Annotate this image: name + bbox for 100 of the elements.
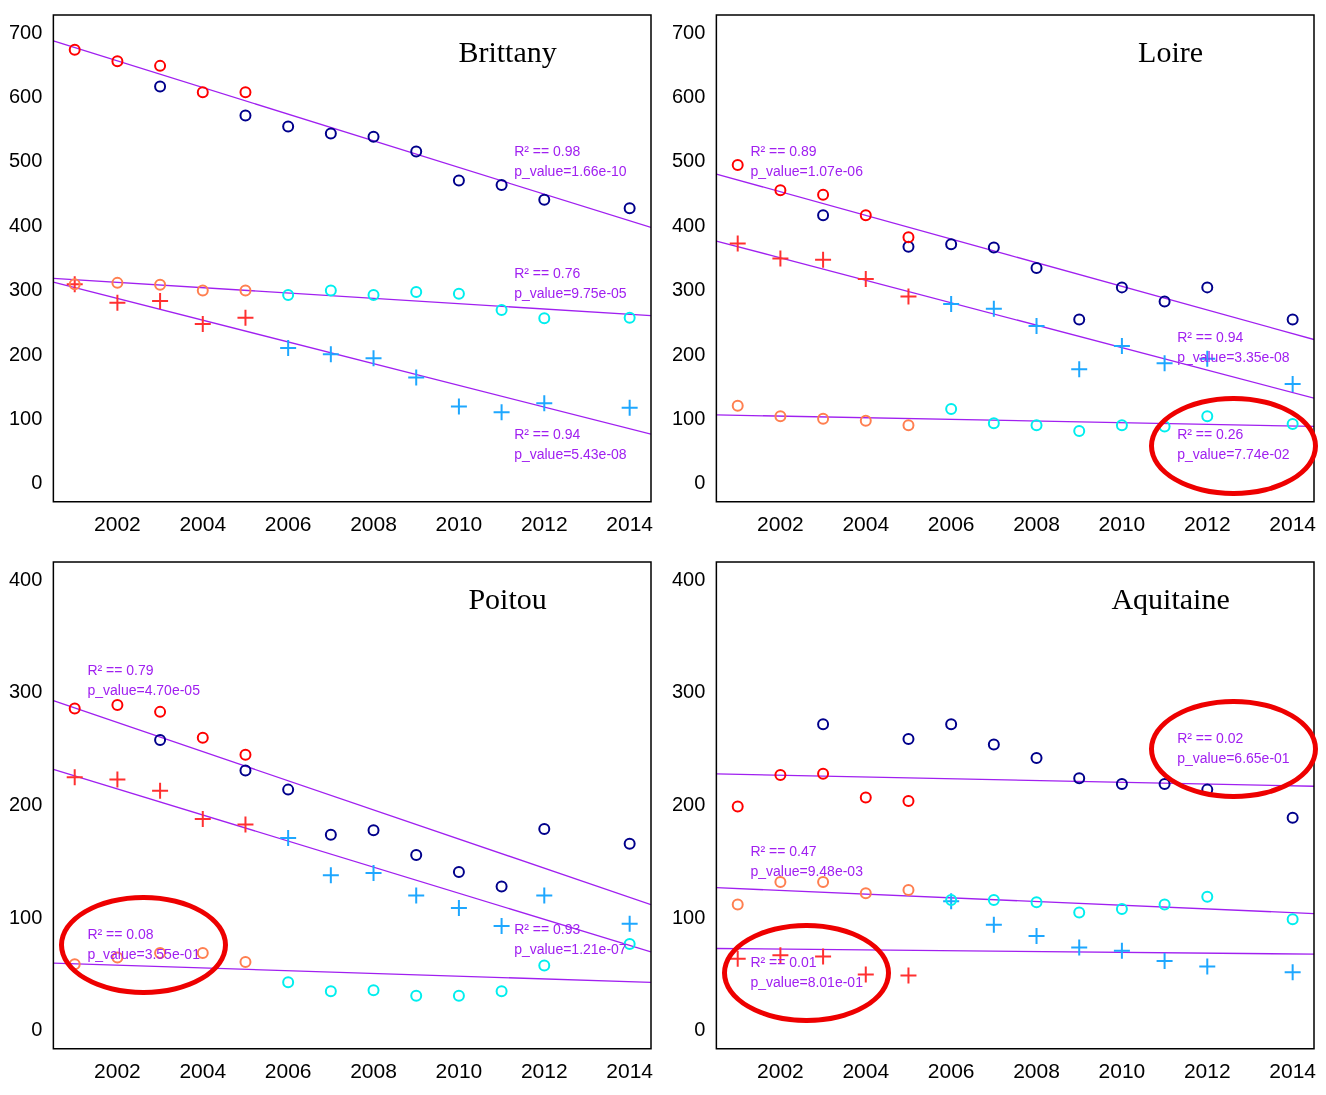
text: Aquitaine: [1111, 581, 1230, 615]
x-tick-label: 2014: [606, 512, 654, 536]
point: [538, 193, 551, 206]
point: [108, 770, 127, 789]
y-tick-label: 500: [671, 149, 706, 172]
point: [279, 829, 298, 848]
point: [814, 947, 833, 966]
point: [774, 184, 787, 197]
y-tick-label: 500: [8, 149, 43, 172]
point: [535, 394, 554, 413]
y-tick-label: 0: [694, 1018, 706, 1041]
x-tick-label: 2004: [179, 1059, 227, 1083]
point: [1155, 354, 1174, 373]
point: [1286, 313, 1299, 326]
point: [452, 989, 465, 1002]
point: [111, 276, 124, 289]
point: [68, 702, 81, 715]
point: [1115, 281, 1128, 294]
point: [239, 764, 252, 777]
point: [282, 289, 295, 302]
y-tick-label: 0: [31, 471, 43, 494]
annotation: R² == 0.02 p_value=6.65e-01: [1177, 729, 1290, 766]
point: [196, 731, 209, 744]
point: [1073, 313, 1086, 326]
point: [623, 311, 636, 324]
point: [817, 767, 830, 780]
point: [535, 886, 554, 905]
point: [324, 828, 337, 841]
x-tick-label: 2006: [927, 512, 975, 536]
point: [987, 417, 1000, 430]
x-tick-label: 2004: [179, 512, 227, 536]
point: [151, 781, 170, 800]
point: [154, 705, 167, 718]
x-tick-label: 2008: [350, 1059, 397, 1083]
y-tick-label: 600: [671, 84, 706, 107]
point: [239, 86, 252, 99]
y-tick-label: 0: [694, 471, 706, 494]
point: [771, 249, 790, 268]
point: [1030, 752, 1043, 765]
y-tick-label: 100: [671, 406, 706, 429]
point: [449, 397, 468, 416]
point: [154, 734, 167, 747]
point: [817, 718, 830, 731]
y-tick-label: 100: [8, 905, 43, 928]
x-tick-label: 2014: [606, 1059, 654, 1083]
point: [193, 809, 212, 828]
point: [282, 120, 295, 133]
point: [196, 86, 209, 99]
y-tick-label: 300: [671, 278, 706, 301]
annotation: R² == 0.94 p_value=5.43e-08: [514, 426, 627, 463]
point: [1115, 419, 1128, 432]
point: [495, 880, 508, 893]
text: Loire: [1138, 34, 1204, 68]
point: [239, 109, 252, 122]
point: [620, 398, 639, 417]
x-tick-label: 2002: [757, 1059, 804, 1083]
point: [321, 345, 340, 364]
point: [942, 892, 961, 911]
point: [1158, 295, 1171, 308]
point: [817, 412, 830, 425]
point: [324, 985, 337, 998]
point: [1158, 898, 1171, 911]
annotation: R² == 0.47 p_value=9.48e-03: [750, 842, 864, 879]
x-tick-label: 2014: [1269, 512, 1317, 536]
point: [817, 209, 830, 222]
point: [324, 284, 337, 297]
point: [817, 188, 830, 201]
point: [1030, 896, 1043, 909]
point: [731, 399, 744, 412]
point: [279, 338, 298, 357]
point: [154, 278, 167, 291]
x-tick-label: 2006: [264, 512, 312, 536]
point: [111, 699, 124, 712]
x-tick-label: 2010: [1098, 1059, 1146, 1083]
point: [945, 718, 958, 731]
point: [452, 865, 465, 878]
point: [902, 732, 915, 745]
annotation: R² == 0.93 p_value=1.21e-07: [514, 921, 627, 958]
x-tick-label: 2008: [350, 512, 397, 536]
point: [1283, 963, 1302, 982]
point: [538, 312, 551, 325]
point: [452, 287, 465, 300]
point: [1198, 957, 1217, 976]
y-tick-label: 700: [8, 20, 43, 43]
x-tick-label: 2008: [1013, 512, 1060, 536]
annotation: R² == 0.01 p_value=8.01e-01: [750, 953, 864, 990]
annotation: R² == 0.89 p_value=1.07e-06: [750, 143, 864, 180]
point: [364, 349, 383, 368]
annotation: R² == 0.76 p_value=9.75e-05: [514, 264, 627, 301]
point: [495, 178, 508, 191]
point: [1201, 410, 1214, 423]
y-tick-label: 700: [671, 20, 706, 43]
point: [731, 159, 744, 172]
x-tick-label: 2004: [842, 512, 890, 536]
point: [945, 238, 958, 251]
point: [492, 916, 511, 935]
point: [987, 738, 1000, 751]
point: [728, 234, 747, 253]
point: [774, 768, 787, 781]
y-tick-label: 400: [671, 567, 706, 590]
